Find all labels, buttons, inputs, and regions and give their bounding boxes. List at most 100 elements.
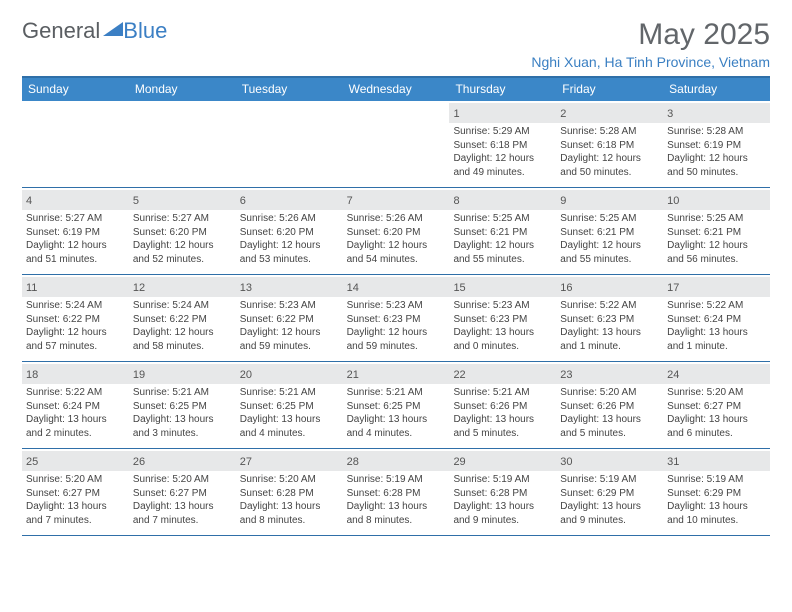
calendar-week: 11Sunrise: 5:24 AMSunset: 6:22 PMDayligh… <box>22 275 770 362</box>
daynum-row: 3 <box>663 103 770 123</box>
sunset-text: Sunset: 6:20 PM <box>133 226 232 240</box>
daynum-row: 31 <box>663 451 770 471</box>
day-number: 7 <box>347 195 353 207</box>
sunrise-text: Sunrise: 5:20 AM <box>667 386 766 400</box>
calendar-cell <box>236 101 343 187</box>
calendar-cell: 8Sunrise: 5:25 AMSunset: 6:21 PMDaylight… <box>449 188 556 274</box>
calendar-cell <box>22 101 129 187</box>
daylight-text: Daylight: 13 hours and 5 minutes. <box>453 413 552 440</box>
daynum-row: 30 <box>556 451 663 471</box>
daynum-row: 26 <box>129 451 236 471</box>
daylight-text: Daylight: 13 hours and 0 minutes. <box>453 326 552 353</box>
sunset-text: Sunset: 6:25 PM <box>347 400 446 414</box>
sunset-text: Sunset: 6:22 PM <box>240 313 339 327</box>
sunset-text: Sunset: 6:20 PM <box>347 226 446 240</box>
sunrise-text: Sunrise: 5:19 AM <box>560 473 659 487</box>
sunrise-text: Sunrise: 5:23 AM <box>240 299 339 313</box>
daynum-row: 5 <box>129 190 236 210</box>
calendar-cell: 31Sunrise: 5:19 AMSunset: 6:29 PMDayligh… <box>663 449 770 535</box>
daynum-row: 22 <box>449 364 556 384</box>
daylight-text: Daylight: 12 hours and 49 minutes. <box>453 152 552 179</box>
daylight-text: Daylight: 13 hours and 4 minutes. <box>240 413 339 440</box>
day-info: Sunrise: 5:19 AMSunset: 6:29 PMDaylight:… <box>560 473 659 527</box>
daynum-row: 2 <box>556 103 663 123</box>
sunrise-text: Sunrise: 5:21 AM <box>240 386 339 400</box>
day-number: 26 <box>133 456 145 468</box>
day-info: Sunrise: 5:26 AMSunset: 6:20 PMDaylight:… <box>347 212 446 266</box>
calendar-cell: 28Sunrise: 5:19 AMSunset: 6:28 PMDayligh… <box>343 449 450 535</box>
daylight-text: Daylight: 12 hours and 55 minutes. <box>560 239 659 266</box>
calendar-cell: 29Sunrise: 5:19 AMSunset: 6:28 PMDayligh… <box>449 449 556 535</box>
sunrise-text: Sunrise: 5:26 AM <box>240 212 339 226</box>
logo-triangle-icon <box>103 20 123 36</box>
sunset-text: Sunset: 6:27 PM <box>26 487 125 501</box>
daynum-row: 15 <box>449 277 556 297</box>
sunrise-text: Sunrise: 5:24 AM <box>26 299 125 313</box>
sunrise-text: Sunrise: 5:23 AM <box>347 299 446 313</box>
sunset-text: Sunset: 6:23 PM <box>560 313 659 327</box>
day-header: Thursday <box>449 78 556 101</box>
calendar-cell: 13 Sunrise: 5:23 AMSunset: 6:22 PMDayligh… <box>236 275 343 361</box>
header-row: General Blue May 2025 <box>22 18 770 52</box>
calendar-cell: 2Sunrise: 5:28 AMSunset: 6:18 PMDaylight… <box>556 101 663 187</box>
day-header: Sunday <box>22 78 129 101</box>
calendar-week: 1Sunrise: 5:29 AMSunset: 6:18 PMDaylight… <box>22 101 770 188</box>
daynum-row: 14 <box>343 277 450 297</box>
day-info: Sunrise: 5:29 AMSunset: 6:18 PMDaylight:… <box>453 125 552 179</box>
daylight-text: Daylight: 13 hours and 1 minute. <box>560 326 659 353</box>
day-header: Tuesday <box>236 78 343 101</box>
calendar-cell: 19 Sunrise: 5:21 AMSunset: 6:25 PMDayligh… <box>129 362 236 448</box>
sunset-text: Sunset: 6:26 PM <box>453 400 552 414</box>
weeks-container: 1Sunrise: 5:29 AMSunset: 6:18 PMDaylight… <box>22 101 770 536</box>
day-info: Sunrise: 5:23 AMSunset: 6:23 PMDaylight:… <box>347 299 446 353</box>
calendar-cell: 27Sunrise: 5:20 AMSunset: 6:28 PMDayligh… <box>236 449 343 535</box>
day-number: 21 <box>347 369 359 381</box>
daynum-row: 18 <box>22 364 129 384</box>
sunrise-text: Sunrise: 5:20 AM <box>560 386 659 400</box>
calendar-week: 4Sunrise: 5:27 AMSunset: 6:19 PMDaylight… <box>22 188 770 275</box>
sunset-text: Sunset: 6:22 PM <box>133 313 232 327</box>
daylight-text: Daylight: 12 hours and 53 minutes. <box>240 239 339 266</box>
daylight-text: Daylight: 12 hours and 50 minutes. <box>667 152 766 179</box>
day-number: 23 <box>560 369 572 381</box>
calendar-cell <box>343 101 450 187</box>
daylight-text: Daylight: 13 hours and 7 minutes. <box>26 500 125 527</box>
day-info: Sunrise: 5:21 AMSunset: 6:25 PMDaylight:… <box>133 386 232 440</box>
day-info: Sunrise: 5:20 AMSunset: 6:26 PMDaylight:… <box>560 386 659 440</box>
sunrise-text: Sunrise: 5:20 AM <box>133 473 232 487</box>
sunset-text: Sunset: 6:25 PM <box>240 400 339 414</box>
day-number: 4 <box>26 195 32 207</box>
sunrise-text: Sunrise: 5:28 AM <box>560 125 659 139</box>
sunset-text: Sunset: 6:28 PM <box>453 487 552 501</box>
daynum-row: 21 <box>343 364 450 384</box>
daynum-row: 28 <box>343 451 450 471</box>
day-info: Sunrise: 5:19 AMSunset: 6:29 PMDaylight:… <box>667 473 766 527</box>
calendar-cell: 16Sunrise: 5:22 AMSunset: 6:23 PMDayligh… <box>556 275 663 361</box>
daylight-text: Daylight: 13 hours and 5 minutes. <box>560 413 659 440</box>
day-number: 20 <box>240 369 252 381</box>
day-number: 9 <box>560 195 566 207</box>
day-header: Wednesday <box>343 78 450 101</box>
sunset-text: Sunset: 6:21 PM <box>560 226 659 240</box>
day-number: 19 <box>133 369 145 381</box>
daynum-row: 20 <box>236 364 343 384</box>
calendar-page: General Blue May 2025 Nghi Xuan, Ha Tinh… <box>0 0 792 546</box>
day-number: 11 <box>26 282 37 294</box>
daynum-row: 11 <box>22 277 129 297</box>
calendar-cell: 3Sunrise: 5:28 AMSunset: 6:19 PMDaylight… <box>663 101 770 187</box>
sunrise-text: Sunrise: 5:27 AM <box>133 212 232 226</box>
calendar-cell: 26Sunrise: 5:20 AMSunset: 6:27 PMDayligh… <box>129 449 236 535</box>
day-number: 13 <box>240 282 252 294</box>
day-info: Sunrise: 5:23 AMSunset: 6:22 PMDaylight:… <box>240 299 339 353</box>
sunrise-text: Sunrise: 5:29 AM <box>453 125 552 139</box>
sunrise-text: Sunrise: 5:28 AM <box>667 125 766 139</box>
day-info: Sunrise: 5:19 AMSunset: 6:28 PMDaylight:… <box>453 473 552 527</box>
sunset-text: Sunset: 6:24 PM <box>667 313 766 327</box>
day-info: Sunrise: 5:24 AMSunset: 6:22 PMDaylight:… <box>26 299 125 353</box>
sunrise-text: Sunrise: 5:25 AM <box>667 212 766 226</box>
calendar-cell <box>129 101 236 187</box>
sunset-text: Sunset: 6:26 PM <box>560 400 659 414</box>
calendar-cell: 18Sunrise: 5:22 AMSunset: 6:24 PMDayligh… <box>22 362 129 448</box>
day-header: Friday <box>556 78 663 101</box>
daylight-text: Daylight: 12 hours and 54 minutes. <box>347 239 446 266</box>
